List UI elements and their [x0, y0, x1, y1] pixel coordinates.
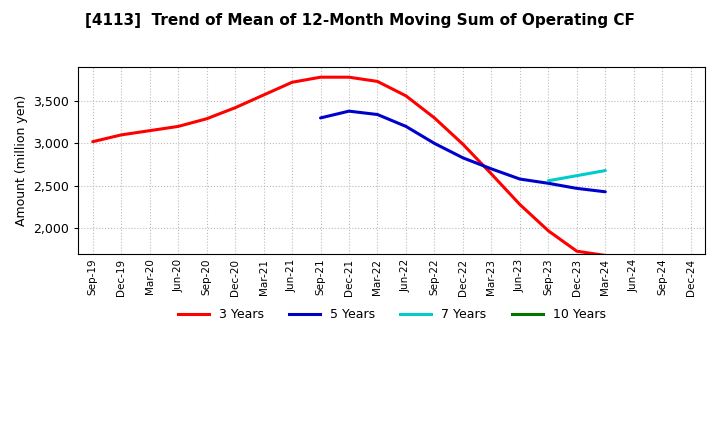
Legend: 3 Years, 5 Years, 7 Years, 10 Years: 3 Years, 5 Years, 7 Years, 10 Years — [173, 303, 611, 326]
Text: [4113]  Trend of Mean of 12-Month Moving Sum of Operating CF: [4113] Trend of Mean of 12-Month Moving … — [85, 13, 635, 28]
Y-axis label: Amount (million yen): Amount (million yen) — [15, 95, 28, 226]
